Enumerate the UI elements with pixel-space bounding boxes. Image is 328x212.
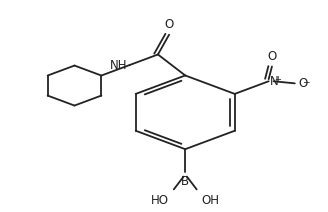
Text: NH: NH bbox=[110, 59, 127, 71]
Text: B: B bbox=[181, 175, 189, 188]
Text: O: O bbox=[298, 77, 307, 90]
Text: HO: HO bbox=[151, 194, 169, 207]
Text: OH: OH bbox=[202, 194, 219, 207]
Text: −: − bbox=[302, 77, 310, 86]
Text: O: O bbox=[164, 18, 174, 31]
Text: N: N bbox=[270, 75, 279, 88]
Text: +: + bbox=[275, 75, 281, 84]
Text: O: O bbox=[267, 50, 277, 63]
